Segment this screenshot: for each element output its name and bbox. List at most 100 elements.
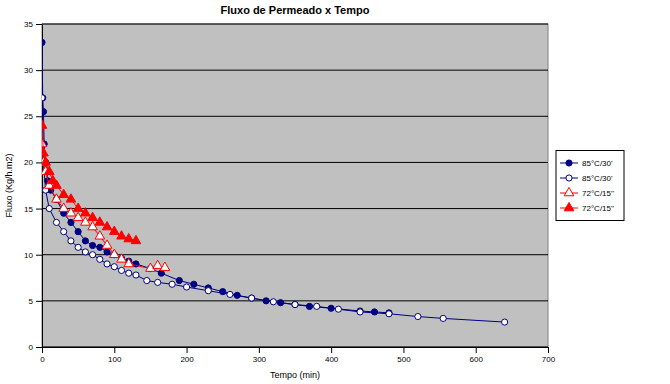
data-point <box>357 308 363 314</box>
data-point <box>270 299 276 305</box>
legend-box <box>556 151 624 221</box>
data-point <box>144 277 150 283</box>
tick-mark <box>36 301 42 302</box>
data-point <box>160 262 170 270</box>
legend-marker <box>566 160 572 166</box>
data-point <box>109 226 119 234</box>
grid-line <box>42 347 548 348</box>
tick: 15 <box>24 205 42 214</box>
plot: 010020030040050060070005101520253035 <box>24 20 556 364</box>
legend-marker <box>566 175 572 181</box>
data-point <box>314 303 320 309</box>
data-point <box>42 157 50 165</box>
legend-item: 85°C/30' <box>560 159 613 168</box>
data-point <box>126 270 132 276</box>
data-point <box>66 194 76 202</box>
data-point <box>102 221 112 229</box>
legend-label: 72°C/15'' <box>582 204 615 213</box>
data-point <box>90 242 96 248</box>
grid <box>42 24 548 347</box>
tick-mark <box>187 347 188 353</box>
tick: 500 <box>397 347 411 364</box>
data-point <box>415 313 421 319</box>
title: Fluxo de Permeado x Tempo <box>221 4 370 16</box>
chart: 010020030040050060070005101520253035Flux… <box>0 0 670 384</box>
tick-mark <box>36 24 42 25</box>
data-point <box>104 261 110 267</box>
tick-label: 200 <box>180 355 194 364</box>
tick: 5 <box>29 297 42 306</box>
data-point <box>371 309 377 315</box>
x-axis-title: Tempo (min) <box>270 370 320 380</box>
tick-label: 15 <box>24 205 33 214</box>
tick-mark <box>403 347 404 353</box>
tick-label: 0 <box>40 355 45 364</box>
legend: 85°C/30'85°C/30'72°C/15''72°C/15'' <box>556 151 624 221</box>
data-point <box>68 238 74 244</box>
data-point <box>124 258 134 266</box>
tick-mark <box>36 70 42 71</box>
tick: 600 <box>470 347 484 364</box>
data-point <box>75 229 81 235</box>
series-line <box>42 144 165 269</box>
legend-item: 85°C/30' <box>560 174 613 183</box>
data-point <box>191 281 197 287</box>
data-point <box>75 244 81 250</box>
data-point <box>117 254 127 262</box>
data-point <box>42 95 46 101</box>
data-point <box>88 212 98 220</box>
series-markers <box>42 39 392 316</box>
tick: 30 <box>24 66 42 75</box>
tick-mark <box>548 347 549 353</box>
tick-mark <box>259 347 260 353</box>
grid-line <box>42 70 548 71</box>
tick-label: 0 <box>29 343 34 352</box>
data-point <box>102 240 112 248</box>
legend-label: 85°C/30' <box>582 159 613 168</box>
series-markers <box>42 120 141 244</box>
data-point <box>158 270 164 276</box>
background <box>0 0 670 384</box>
plot-area <box>42 24 548 347</box>
tick: 200 <box>180 347 194 364</box>
data-point <box>227 291 233 297</box>
data-point <box>59 203 69 211</box>
data-point <box>249 295 255 301</box>
data-point <box>440 315 446 321</box>
data-point <box>73 203 83 211</box>
data-point <box>104 249 110 255</box>
tick-mark <box>36 255 42 256</box>
tick-label: 700 <box>542 355 556 364</box>
data-point <box>46 205 52 211</box>
data-point <box>111 264 117 270</box>
tick-label: 20 <box>24 158 33 167</box>
axis-line <box>43 347 549 348</box>
tick: 35 <box>24 20 42 29</box>
tick: 25 <box>24 112 42 121</box>
tick-label: 100 <box>108 355 122 364</box>
tick-label: 300 <box>253 355 267 364</box>
data-point <box>176 277 182 283</box>
tick-label: 35 <box>24 20 33 29</box>
tick-label: 400 <box>325 355 339 364</box>
legend-label: 85°C/30' <box>582 174 613 183</box>
data-point <box>386 310 392 316</box>
tick: 300 <box>253 347 267 364</box>
data-point <box>335 306 341 312</box>
tick-mark <box>36 347 42 348</box>
grid-line <box>42 24 548 25</box>
data-point <box>133 272 139 278</box>
y-axis-title: Fluxo (Kg/h.m2) <box>4 153 14 217</box>
data-point <box>42 120 47 128</box>
data-point <box>117 231 127 239</box>
tick-mark <box>36 162 42 163</box>
data-point <box>292 301 298 307</box>
data-point <box>97 256 103 262</box>
data-point <box>502 319 508 325</box>
tick-label: 30 <box>24 66 33 75</box>
data-point <box>169 281 175 287</box>
data-point <box>82 249 88 255</box>
data-point <box>95 217 105 225</box>
tick-mark <box>42 347 43 353</box>
tick-mark <box>331 347 332 353</box>
